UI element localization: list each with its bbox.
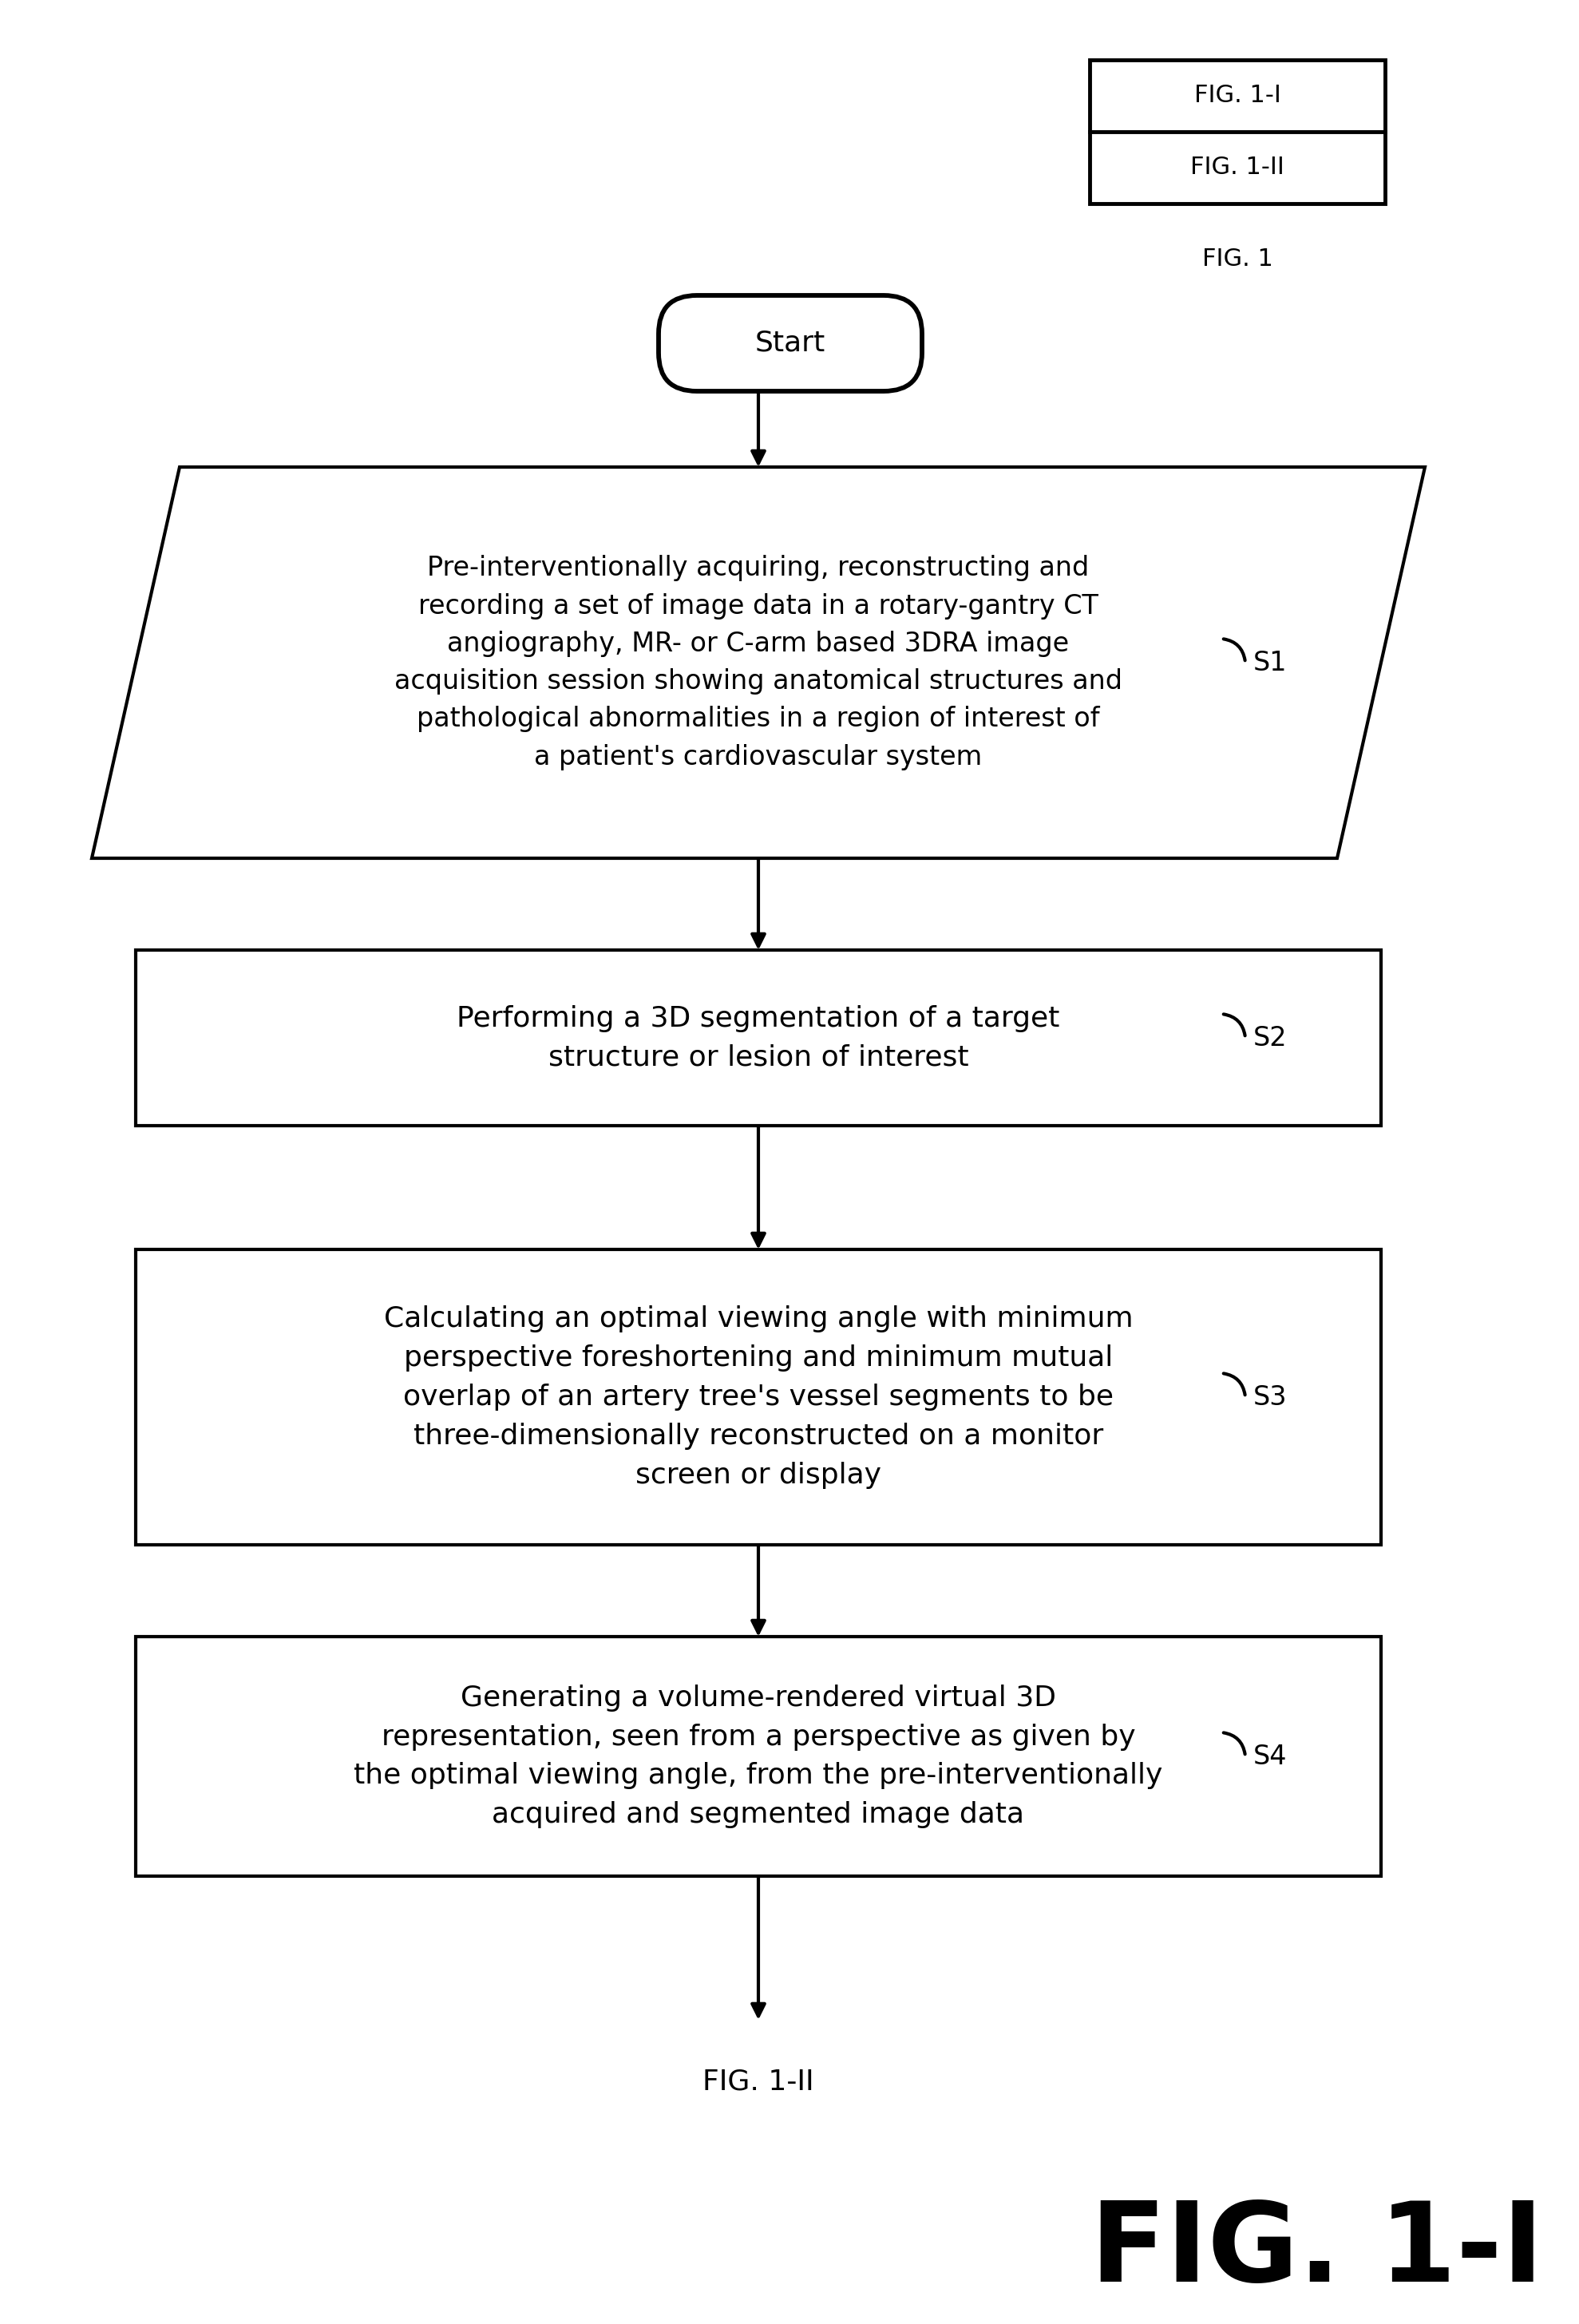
Bar bbox=[136, 1250, 1382, 1545]
Bar bbox=[136, 951, 1382, 1125]
Text: FIG. 1-I: FIG. 1-I bbox=[1194, 84, 1281, 107]
FancyBboxPatch shape bbox=[658, 295, 922, 390]
Text: S3: S3 bbox=[1254, 1383, 1287, 1411]
Text: Generating a volume-rendered virtual 3D
representation, seen from a perspective : Generating a volume-rendered virtual 3D … bbox=[354, 1685, 1162, 1829]
Polygon shape bbox=[92, 467, 1424, 858]
Text: FIG. 1-II: FIG. 1-II bbox=[1191, 156, 1284, 179]
Text: FIG. 1: FIG. 1 bbox=[1202, 246, 1273, 270]
Text: S2: S2 bbox=[1254, 1025, 1287, 1050]
Text: Performing a 3D segmentation of a target
structure or lesion of interest: Performing a 3D segmentation of a target… bbox=[456, 1004, 1060, 1071]
Bar bbox=[136, 1636, 1382, 1875]
Text: Pre-interventionally acquiring, reconstructing and
recording a set of image data: Pre-interventionally acquiring, reconstr… bbox=[395, 555, 1123, 769]
Text: FIG. 1-I: FIG. 1-I bbox=[1091, 2199, 1544, 2305]
Text: S4: S4 bbox=[1254, 1743, 1287, 1769]
Bar bbox=[1090, 60, 1385, 205]
Text: S1: S1 bbox=[1254, 648, 1287, 676]
Text: Calculating an optimal viewing angle with minimum
perspective foreshortening and: Calculating an optimal viewing angle wit… bbox=[384, 1306, 1134, 1490]
Text: FIG. 1-II: FIG. 1-II bbox=[703, 2068, 815, 2094]
Text: Start: Start bbox=[755, 330, 826, 358]
